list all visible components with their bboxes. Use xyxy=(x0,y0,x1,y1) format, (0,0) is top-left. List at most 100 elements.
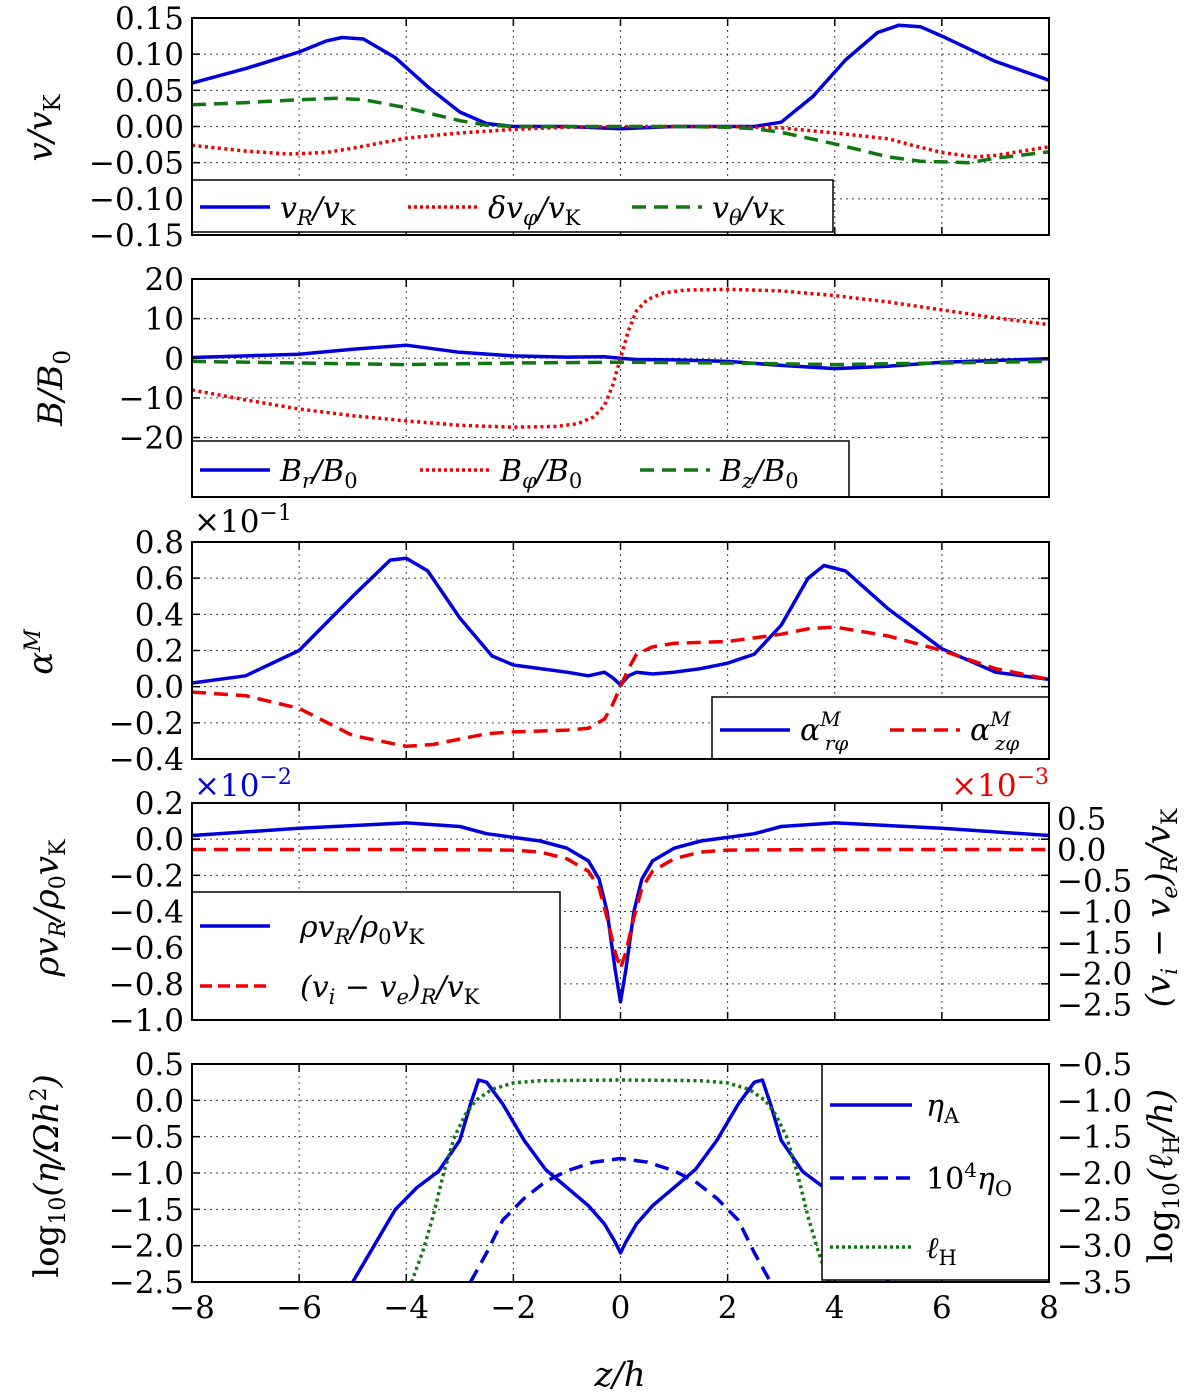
frame-velocities xyxy=(191,17,1050,236)
legend-stress: αM rφ αM zφ xyxy=(711,696,1050,760)
ytick-label-right: 0.0 xyxy=(1057,833,1106,869)
panel-mass-flux: −1.0−0.8−0.6−0.4−0.20.00.2−2.5−2.0−1.5−1… xyxy=(27,765,1183,1039)
ytick-label: 0.6 xyxy=(135,561,184,597)
ytick-label-right: −2.0 xyxy=(1057,1156,1132,1192)
ytick-label: −0.05 xyxy=(89,146,184,182)
ylabel-magnetic-field: B/B0 xyxy=(31,350,76,427)
series-line-magnetic-field-1 xyxy=(192,287,1049,429)
ytick-label: 0.0 xyxy=(135,822,184,858)
multiplier-left-exp: −2 xyxy=(259,765,291,790)
legend-label-ell-h: ℓH xyxy=(926,1231,957,1270)
ytick-label-right: −2.5 xyxy=(1057,1192,1132,1228)
ylabel-left-mass-flux: ρvR/ρ0vK xyxy=(27,839,71,977)
multiplier-stress: ×10−1 xyxy=(194,501,292,540)
ytick-label: −1.0 xyxy=(109,1156,184,1192)
panel-stress: −0.4−0.20.00.20.40.60.8 ×10−1 αM rφ αM zφ … xyxy=(21,501,1050,778)
series-line-velocities-2 xyxy=(192,96,1049,165)
panel-velocities: −0.15−0.10−0.050.000.050.100.15 vR/vK δv… xyxy=(21,1,1050,254)
frame-resistivities xyxy=(191,1063,1050,1283)
multiplier-left: ×10−2 xyxy=(194,765,292,804)
panel-magnetic-field: −20 −10 010 20 Br/B0 Bφ/B0 Bz/B0 B/B0 xyxy=(31,262,1050,498)
legend-box xyxy=(191,179,834,233)
ylabel-left-resistivities: log10(η/Ωh2) xyxy=(27,1074,71,1278)
multiplier-stress-exp: −1 xyxy=(259,501,291,526)
ytick-label: −0.2 xyxy=(109,706,184,742)
ytick-label-right: −1.5 xyxy=(1057,1120,1132,1156)
series-line-velocities-0 xyxy=(192,23,1049,131)
ytick-label-right: −0.5 xyxy=(1057,864,1132,900)
legend-magnetic-field: Br/B0 Bφ/B0 Bz/B0 xyxy=(191,440,850,498)
ytick-label: 0.00 xyxy=(115,110,184,146)
ytick-label: 0.2 xyxy=(135,634,184,670)
ytick-label-right: −3.0 xyxy=(1057,1229,1132,1265)
ytick-label: 0.10 xyxy=(115,37,184,73)
frame-magnetic-field xyxy=(191,278,1050,498)
ylabel-stress: αM xyxy=(21,629,61,675)
series-line-resistivities-2 xyxy=(409,1078,832,1282)
series-line-mass-flux-0 xyxy=(192,821,1049,1004)
ytick-label: −0.10 xyxy=(89,182,184,218)
frame-mass-flux xyxy=(191,802,1050,1021)
ytick-label: −0.4 xyxy=(109,895,184,931)
legend-box xyxy=(191,440,850,498)
ytick-label-right: −0.5 xyxy=(1057,1047,1132,1083)
ytick-label: −0.8 xyxy=(109,967,184,1003)
xtick-label: −6 xyxy=(276,1290,322,1326)
panel-resistivities: −2.5−2.0−1.5−1.0−0.50.00.5−3.5−3.0−2.5−2… xyxy=(27,1047,1185,1395)
ytick-label: −1.5 xyxy=(109,1192,184,1228)
xtick-label: −4 xyxy=(383,1290,429,1326)
legend-label-eta-o: 104ηO xyxy=(926,1158,1012,1201)
ytick-label-right: −3.5 xyxy=(1057,1265,1132,1301)
xtick-label: 2 xyxy=(718,1290,738,1326)
ylabel-right-mass-flux: (vi − ve)R/vK xyxy=(1139,808,1183,1007)
multiplier-left-base: ×10 xyxy=(194,768,259,804)
ytick-label: −0.6 xyxy=(109,931,184,967)
ytick-label: −0.15 xyxy=(89,218,184,254)
legend-label-bphi: Bφ/B0 xyxy=(499,454,582,493)
ytick-label: −2.0 xyxy=(109,1229,184,1265)
series-line-resistivities-0 xyxy=(351,1078,890,1282)
legend-label-drift: (vi − ve)R/vK xyxy=(300,970,480,1009)
ytick-label: 0 xyxy=(164,341,184,377)
ytick-label: −20 xyxy=(119,421,184,457)
ytick-label: 0.2 xyxy=(135,786,184,822)
legend-box xyxy=(191,891,561,1021)
legend-box xyxy=(821,1063,1050,1281)
legend-label-alpha-rphi: αM rφ xyxy=(800,707,848,755)
ytick-label: 0.5 xyxy=(135,1047,184,1083)
ytick-label: 0.4 xyxy=(135,597,184,633)
ytick-label: 0.0 xyxy=(135,1083,184,1119)
legend-velocities: vR/vK δvφ/vK vθ/vK xyxy=(191,179,834,233)
legend-resistivities: ηA 104ηO ℓH xyxy=(821,1063,1050,1281)
ytick-label-right: −1.5 xyxy=(1057,926,1132,962)
legend-label-vtheta: vθ/vK xyxy=(712,191,785,230)
xlabel: z/h xyxy=(593,1355,645,1395)
ytick-label: −0.5 xyxy=(109,1120,184,1156)
multiplier-right: ×10−3 xyxy=(951,765,1049,804)
legend-label-massflux: ρvR/ρ0vK xyxy=(299,910,424,949)
ytick-label-right: −1.0 xyxy=(1057,1083,1132,1119)
series-line-velocities-1 xyxy=(192,124,1049,159)
ylabel-right-resistivities: log10(ℓH/h) xyxy=(1141,1089,1185,1263)
ylabel-velocities: v/vK xyxy=(21,94,66,162)
ytick-label: −0.4 xyxy=(109,742,184,778)
xtick-label: 4 xyxy=(825,1290,845,1326)
xtick-label: −8 xyxy=(169,1290,215,1326)
ytick-label-right: 0.5 xyxy=(1057,802,1106,838)
legend-mass-flux: ρvR/ρ0vK (vi − ve)R/vK xyxy=(191,891,561,1021)
series-line-magnetic-field-2 xyxy=(192,359,1049,367)
ytick-label: 0.05 xyxy=(115,73,184,109)
ytick-label-right: −2.0 xyxy=(1057,957,1132,993)
xtick-label: 8 xyxy=(1039,1290,1059,1326)
ytick-label-right: −2.5 xyxy=(1057,988,1132,1024)
ytick-label: 10 xyxy=(145,302,184,338)
ytick-label: 0.0 xyxy=(135,670,184,706)
series-line-resistivities-1 xyxy=(468,1156,773,1282)
multiplier-right-exp: −3 xyxy=(1017,765,1049,790)
ytick-label: −1.0 xyxy=(109,1003,184,1039)
series-line-magnetic-field-0 xyxy=(192,343,1049,371)
ytick-label: 0.8 xyxy=(135,525,184,561)
xtick-label: −2 xyxy=(491,1290,537,1326)
ytick-label: −2.5 xyxy=(109,1265,184,1301)
